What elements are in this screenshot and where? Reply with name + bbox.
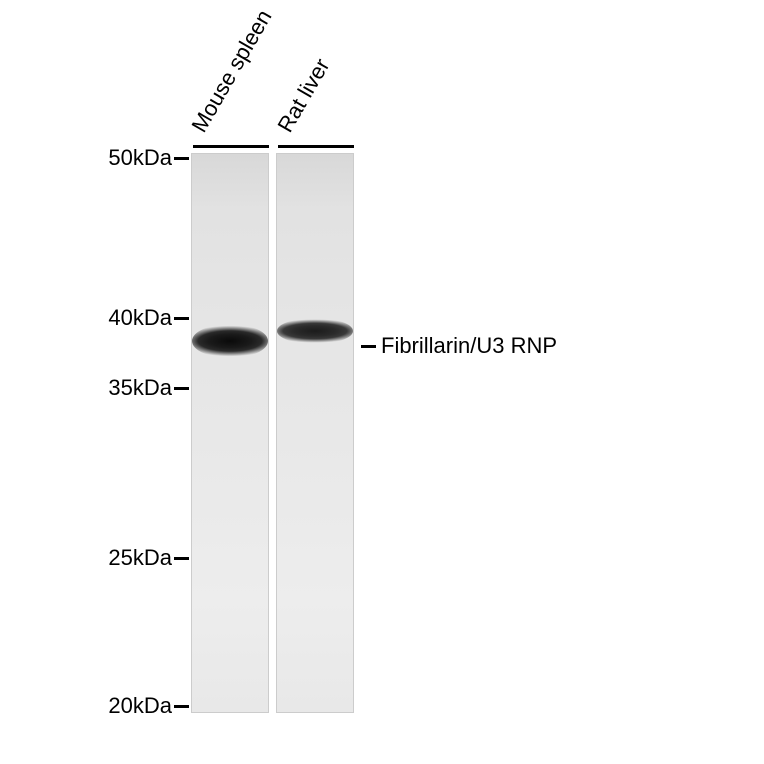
marker-label-40: 40kDa <box>97 305 172 331</box>
protein-label-tick <box>361 345 376 348</box>
protein-name-label: Fibrillarin/U3 RNP <box>381 333 557 359</box>
western-blot-figure: Mouse spleen Rat liver 50kDa 40kDa 35kDa… <box>105 25 665 745</box>
lane-label-2: Rat liver <box>272 54 335 137</box>
band-lane-1 <box>192 324 268 358</box>
lane-label-1: Mouse spleen <box>186 5 277 137</box>
lane-bar-2 <box>278 145 354 148</box>
marker-label-20: 20kDa <box>97 693 172 719</box>
marker-label-35: 35kDa <box>97 375 172 401</box>
lane-bar-1 <box>193 145 269 148</box>
band-lane-2 <box>277 318 353 344</box>
lane-rat-liver <box>276 153 354 713</box>
marker-label-50: 50kDa <box>97 145 172 171</box>
lanes-group <box>191 153 354 713</box>
marker-tick-40 <box>174 317 189 320</box>
lane-labels-group: Mouse spleen Rat liver <box>195 25 425 145</box>
marker-tick-50 <box>174 157 189 160</box>
marker-tick-20 <box>174 705 189 708</box>
marker-tick-35 <box>174 387 189 390</box>
marker-tick-25 <box>174 557 189 560</box>
marker-label-25: 25kDa <box>97 545 172 571</box>
lane-mouse-spleen <box>191 153 269 713</box>
